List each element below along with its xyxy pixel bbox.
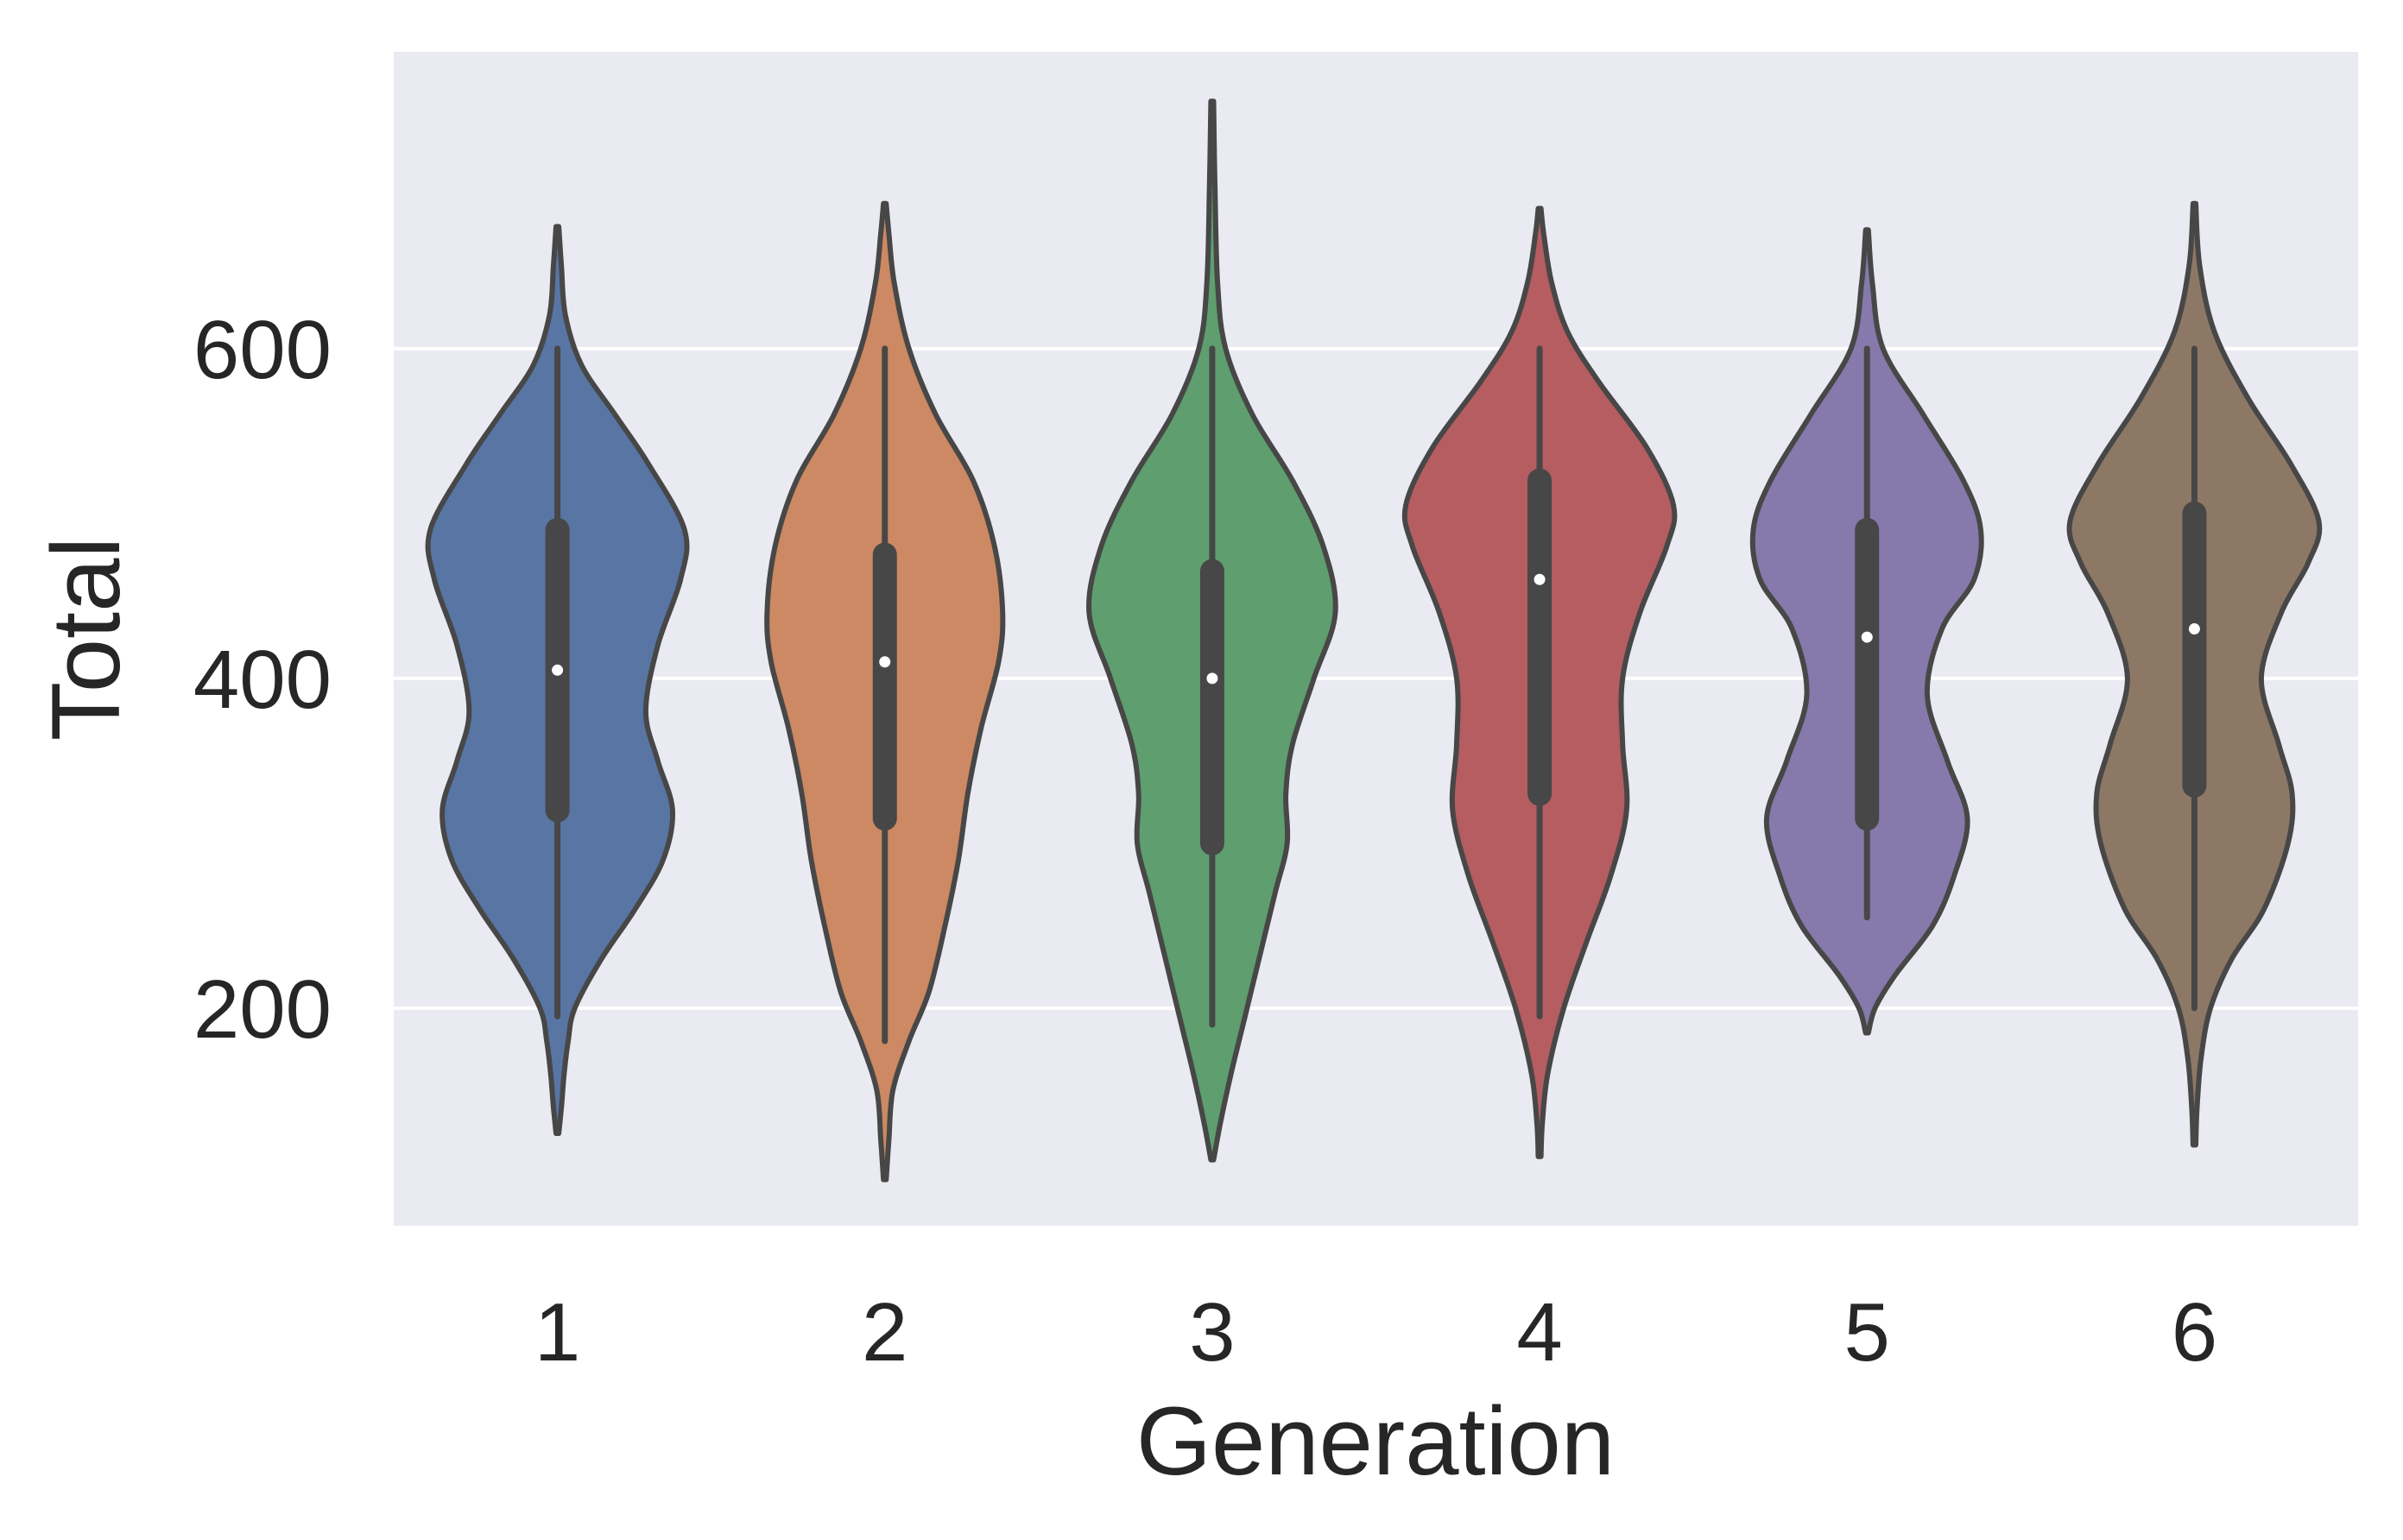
y-tick-label: 400 bbox=[193, 634, 332, 726]
x-tick-label: 2 bbox=[862, 1286, 907, 1379]
y-tick-label: 200 bbox=[193, 963, 332, 1056]
violin-group-2 bbox=[764, 200, 1006, 1183]
x-tick-label: 5 bbox=[1844, 1286, 1890, 1379]
violin-median-point bbox=[1533, 573, 1546, 585]
x-axis-title: Generation bbox=[1136, 1387, 1615, 1495]
violin-group-4 bbox=[1401, 205, 1678, 1159]
violin-median-point bbox=[552, 664, 564, 676]
violin-median-point bbox=[2188, 623, 2200, 635]
violin-median-point bbox=[1206, 672, 1218, 685]
x-tick-label: 3 bbox=[1189, 1286, 1235, 1379]
violin-group-6 bbox=[2066, 200, 2323, 1148]
gridlines bbox=[394, 346, 2358, 1010]
y-tick-labels: 200 400 600 bbox=[193, 304, 332, 1056]
violin-group-5 bbox=[1749, 227, 1984, 1036]
x-tick-label: 6 bbox=[2172, 1286, 2217, 1379]
x-tick-label: 4 bbox=[1516, 1286, 1562, 1379]
violins bbox=[425, 98, 2323, 1183]
violin-median-point bbox=[879, 656, 891, 668]
plot-background bbox=[394, 52, 2358, 1226]
x-tick-labels: 1 2 3 4 5 6 bbox=[534, 1286, 2217, 1379]
violin-group-1 bbox=[425, 224, 690, 1136]
x-tick-label: 1 bbox=[534, 1286, 580, 1379]
y-tick-label: 600 bbox=[193, 304, 332, 396]
y-axis-title: Total bbox=[32, 537, 140, 742]
violin-group-3 bbox=[1086, 98, 1338, 1163]
violin-median-point bbox=[1861, 631, 1873, 643]
